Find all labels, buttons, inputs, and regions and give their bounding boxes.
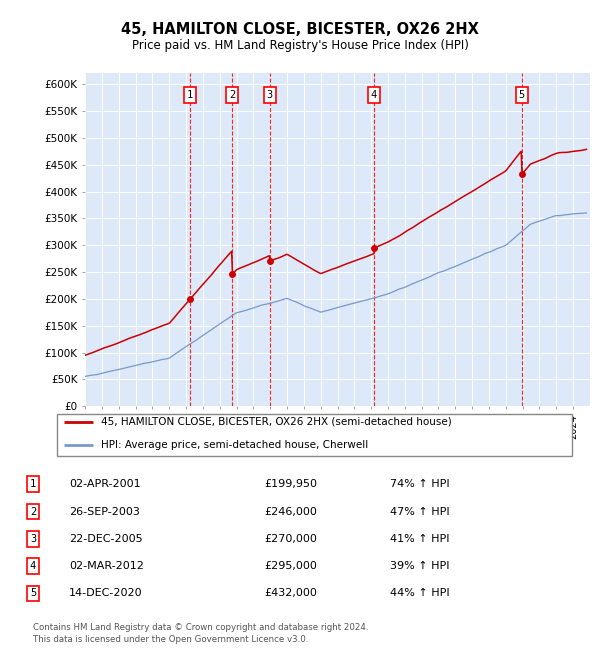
FancyBboxPatch shape [56,414,572,456]
Text: 02-APR-2001: 02-APR-2001 [69,479,140,489]
Text: 26-SEP-2003: 26-SEP-2003 [69,506,140,517]
Text: 5: 5 [30,588,36,599]
Text: 74% ↑ HPI: 74% ↑ HPI [390,479,449,489]
Text: 5: 5 [518,90,525,100]
Text: 47% ↑ HPI: 47% ↑ HPI [390,506,449,517]
Text: 3: 3 [266,90,273,100]
Text: £432,000: £432,000 [264,588,317,599]
Text: 45, HAMILTON CLOSE, BICESTER, OX26 2HX (semi-detached house): 45, HAMILTON CLOSE, BICESTER, OX26 2HX (… [101,417,452,427]
Text: 2: 2 [229,90,235,100]
Text: 1: 1 [30,479,36,489]
Text: 41% ↑ HPI: 41% ↑ HPI [390,534,449,544]
Text: £246,000: £246,000 [264,506,317,517]
Text: 44% ↑ HPI: 44% ↑ HPI [390,588,449,599]
Text: 14-DEC-2020: 14-DEC-2020 [69,588,143,599]
Text: 4: 4 [30,561,36,571]
Text: 1: 1 [187,90,193,100]
Text: 02-MAR-2012: 02-MAR-2012 [69,561,144,571]
Text: £199,950: £199,950 [264,479,317,489]
Text: Contains HM Land Registry data © Crown copyright and database right 2024.
This d: Contains HM Land Registry data © Crown c… [33,623,368,644]
Text: 45, HAMILTON CLOSE, BICESTER, OX26 2HX: 45, HAMILTON CLOSE, BICESTER, OX26 2HX [121,22,479,37]
Text: 3: 3 [30,534,36,544]
Text: £295,000: £295,000 [264,561,317,571]
Text: £270,000: £270,000 [264,534,317,544]
Text: 4: 4 [371,90,377,100]
Text: 2: 2 [30,506,36,517]
Text: 22-DEC-2005: 22-DEC-2005 [69,534,143,544]
Text: HPI: Average price, semi-detached house, Cherwell: HPI: Average price, semi-detached house,… [101,440,368,450]
Text: Price paid vs. HM Land Registry's House Price Index (HPI): Price paid vs. HM Land Registry's House … [131,39,469,52]
Text: 39% ↑ HPI: 39% ↑ HPI [390,561,449,571]
